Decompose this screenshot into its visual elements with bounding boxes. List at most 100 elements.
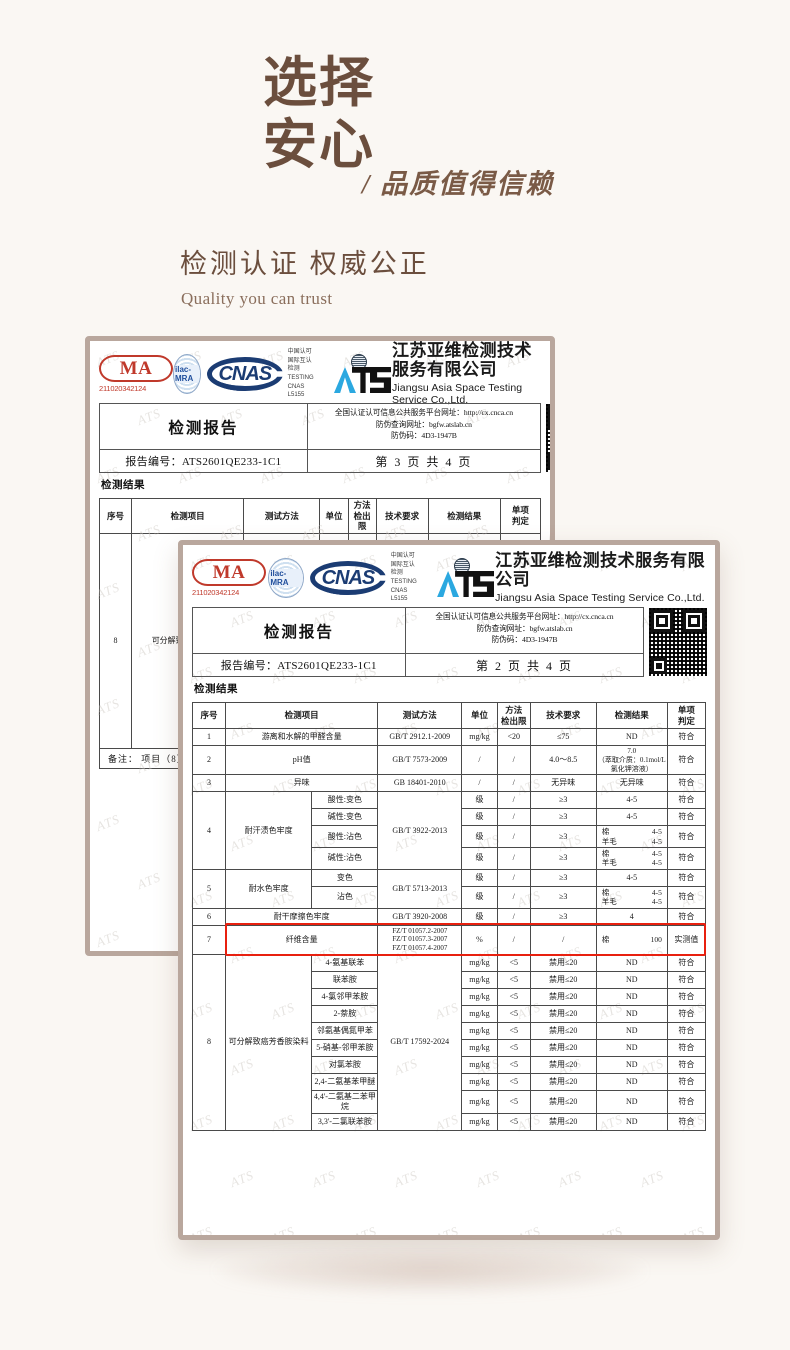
cell-verdict: 符合: [666, 987, 707, 1006]
accreditation-logo-row-back: MA 211020342124 ilac-MRA CNAS 中国认可 国际互认 …: [99, 341, 541, 406]
cell-lod: <5: [496, 987, 531, 1006]
ilac-mra-icon: ilac-MRA: [173, 354, 201, 394]
cell-no: 4: [192, 791, 226, 870]
cell-result: 7.0 （萃取介质：0.1mol/L 氯化钾溶液）: [595, 744, 668, 776]
cell-lod: /: [496, 791, 531, 810]
result-pair-key: 棉: [601, 827, 610, 837]
col-verdict-line1-back: 单项: [511, 505, 529, 516]
cell-item: pH值: [224, 744, 379, 776]
report-title-left-front: 检测报告 报告编号：ATS2601QE233-1C1: [193, 608, 405, 676]
cell-lod: <5: [496, 953, 531, 972]
cell-sub-item: 变色: [311, 868, 379, 887]
result-pair-key: 羊毛: [601, 836, 617, 846]
col-verdict-front: 单项 判定: [666, 702, 707, 729]
company-name-block-front: 江苏亚维检测技术服务有限公司 Jiangsu Asia Space Testin…: [495, 551, 706, 603]
cell-verdict: 符合: [666, 1112, 707, 1131]
cell-requirement: 4.0～8.5: [529, 744, 597, 776]
cell-sub-item: 沾色: [311, 885, 379, 909]
cell-unit: %: [461, 924, 498, 955]
result-line: 7.0: [627, 747, 637, 755]
result-pair-value: 4-5: [651, 858, 662, 868]
result-pair-key: 棉: [601, 887, 610, 897]
cell-method: GB 18401-2010: [377, 774, 463, 793]
result-line: （萃取介质：0.1mol/L: [597, 755, 666, 764]
result-pair-value: 4-5: [651, 887, 662, 897]
results-label-front: 检测结果: [194, 684, 238, 695]
cell-requirement: ≥3: [529, 907, 597, 926]
cell-unit: mg/kg: [461, 953, 498, 972]
col-item-front: 检测项目: [224, 702, 379, 729]
cell-lod: <5: [496, 1112, 531, 1131]
cell-unit: 级: [461, 885, 498, 909]
col-unit-front: 单位: [461, 702, 498, 729]
watermark-text: ATS: [596, 1223, 625, 1240]
cell-verdict: 符合: [666, 1072, 707, 1091]
report-title-box-back: 检测报告 报告编号：ATS2601QE233-1C1 全国认证认可信息公共服务平…: [99, 403, 550, 473]
cell-sub-item: 3,3'-二氯联苯胺: [311, 1112, 379, 1131]
cell-unit: mg/kg: [461, 728, 498, 746]
cell-unit: mg/kg: [461, 1038, 498, 1057]
ma-badge-label-front: MA: [192, 559, 266, 586]
cell-item: 可分解致癌芳香胺染料: [224, 953, 313, 1131]
result-pair-value: 4-5: [651, 836, 662, 846]
result-pair-key: 棉: [601, 934, 610, 944]
cell-verdict: 符合: [666, 1089, 707, 1114]
cell-item: 异味: [224, 774, 379, 793]
result-pair: 棉 4-5: [598, 827, 666, 836]
cell-unit: mg/kg: [461, 1004, 498, 1023]
cnas-note-2: 检测: [287, 366, 300, 373]
cell-lod: /: [496, 868, 531, 887]
table-row: 碱性:沾色 级 / ≥3 棉 4-5 羊毛 4-5 符合: [193, 847, 707, 870]
cell-no: 6: [192, 907, 226, 926]
cell-requirement: ≥3: [529, 791, 597, 810]
report-number-back: 报告编号：ATS2601QE233-1C1: [100, 449, 307, 472]
cnas-note-front-4: CNAS L5155: [390, 587, 408, 603]
table-row: 3,3'-二氯联苯胺 mg/kg <5 禁用≤20 ND 符合: [193, 1112, 707, 1131]
col-no-back: 序号: [98, 498, 133, 534]
col-lod-line1-front: 方法: [505, 704, 523, 715]
info-line-antifake-code-back: 防伪码：4D3-1947B: [391, 431, 457, 441]
cell-sub-item: 4-氯邻甲苯胺: [311, 987, 379, 1006]
cell-no: 8: [192, 953, 226, 1131]
cell-sub-item: 4,4'-二氨基二苯甲烷: [311, 1089, 379, 1114]
cell-verdict: 符合: [666, 808, 707, 827]
watermark-text: ATS: [310, 1167, 338, 1191]
ats-letter-s: [369, 367, 391, 393]
table-row: 2,4-二氨基苯甲醚 mg/kg <5 禁用≤20 ND 符合: [193, 1072, 707, 1091]
cell-verdict: 符合: [666, 1038, 707, 1057]
cell-lod: <5: [496, 1004, 531, 1023]
qr-code-front[interactable]: [649, 608, 708, 676]
cell-verdict: 实测值: [666, 924, 707, 955]
col-verdict-line1-front: 单项: [677, 704, 695, 715]
info-line-platform-back: 全国认证认可信息公共服务平台网址：http://cx.cnca.cn: [334, 408, 513, 417]
result-pair: 棉 4-5: [598, 888, 666, 897]
cell-lod: /: [496, 744, 531, 776]
watermark-text: ATS: [474, 1167, 502, 1191]
report-title-right-back: 全国认证认可信息公共服务平台网址：http://cx.cnca.cn 防伪查询网…: [306, 404, 540, 472]
certificate-front-page2[interactable]: ATS ATS ATS ATS ATS ATS ATS ATS ATS ATS ATS ATS ATS A…: [178, 540, 720, 1240]
col-lod-front: 方法 检出限: [496, 702, 531, 729]
cell-result: ND: [595, 970, 668, 989]
result-pair-value: 100: [650, 934, 662, 944]
watermark-text: ATS: [350, 1223, 379, 1240]
cell-verdict: 符合: [666, 847, 707, 870]
watermark-text: ATS: [228, 1167, 256, 1191]
watermark-text: ATS: [678, 1223, 707, 1240]
watermark-text: ATS: [556, 1167, 584, 1191]
cell-unit: mg/kg: [461, 1112, 498, 1131]
cell-unit: mg/kg: [461, 970, 498, 989]
company-name-block: 江苏亚维检测技术服务有限公司 Jiangsu Asia Space Testin…: [392, 341, 541, 405]
cell-sub-item: 碱性:变色: [311, 808, 379, 827]
watermark-text: ATS: [93, 927, 122, 951]
watermark-text: ATS: [392, 1167, 420, 1191]
text-line: FZ/T 01057.4-2007: [392, 944, 448, 952]
cell-method: FZ/T 01057.2-2007 FZ/T 01057.3-2007 FZ/T 0…: [377, 924, 463, 955]
cnas-note-block-front: 中国认可 国际互认 检测 TESTING CNAS L5155: [391, 552, 423, 604]
back-row-no: 8: [98, 532, 133, 749]
cell-sub-item: 碱性:沾色: [311, 847, 379, 870]
cell-unit: mg/kg: [461, 987, 498, 1006]
cell-lod: /: [496, 907, 531, 926]
cell-verdict: 符合: [666, 744, 707, 776]
qr-code-back[interactable]: [546, 404, 550, 472]
table-row: 酸性:沾色 级 / ≥3 棉 4-5 羊毛 4-5 符合: [193, 825, 707, 848]
